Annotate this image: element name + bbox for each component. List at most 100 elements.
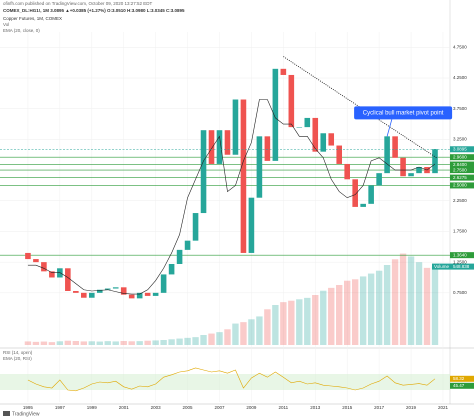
candle-body: [216, 130, 223, 164]
candle-body: [144, 292, 151, 296]
level-tag: [450, 154, 474, 161]
candle-body: [112, 287, 119, 289]
candle-body: [344, 163, 350, 180]
candle-body: [200, 130, 207, 214]
volume-bar: [423, 267, 431, 345]
footer: TradingView: [12, 411, 40, 417]
x-tick-label: 2017: [374, 405, 385, 410]
candle-body: [81, 292, 87, 298]
volume-bar: [56, 341, 64, 345]
volume-bar: [383, 265, 391, 345]
volume-bar: [32, 341, 40, 345]
candle-body: [240, 99, 247, 253]
candle-body: [352, 179, 358, 207]
last-price-tag: [450, 146, 474, 153]
x-tick-label: 2007: [214, 405, 225, 410]
volume-bar: [24, 341, 32, 345]
candle-body: [296, 127, 303, 128]
candle-body: [176, 249, 183, 264]
rsi-tag: [450, 375, 474, 382]
candle-body: [368, 185, 374, 204]
candle-body: [400, 157, 406, 177]
volume-bar: [48, 342, 56, 345]
rsi-line: [27, 367, 436, 392]
rsi-ema-label: EMA (20, RSI): [3, 356, 32, 361]
candle-body: [184, 240, 191, 250]
candle-body: [88, 292, 95, 298]
candle-body: [264, 136, 271, 161]
volume-bar: [104, 341, 111, 345]
volume-tag: [432, 263, 474, 270]
annotation-text: Cyclical bull market pivot point: [363, 110, 444, 116]
volume-bar: [264, 309, 271, 345]
volume-bar: [288, 300, 295, 345]
candle-body: [160, 274, 167, 293]
x-tick-label: 1995: [23, 405, 34, 410]
candle-body: [224, 130, 231, 155]
y-tick-label: 4.2500: [453, 75, 467, 80]
candle-body: [232, 99, 239, 155]
x-tick-label: 2021: [438, 405, 449, 410]
volume-bar: [320, 290, 327, 345]
volume-bar: [272, 305, 279, 345]
candle-body: [73, 290, 79, 293]
x-tick-label: 2019: [406, 405, 417, 410]
volume-bar: [160, 340, 167, 345]
volume-bar: [407, 256, 415, 345]
volume-bar: [120, 341, 127, 345]
volume-bar: [367, 273, 375, 345]
volume-label: Volume: [434, 264, 450, 269]
volume-bar: [256, 316, 263, 345]
volume-bar: [216, 332, 223, 345]
candle-body: [25, 252, 31, 260]
volume-bar: [144, 340, 151, 345]
volume-bar: [240, 322, 247, 345]
candle-body: [120, 287, 127, 295]
level-tag: [450, 182, 474, 189]
volume-bar: [208, 333, 215, 345]
vol-label: Vol: [3, 22, 9, 27]
volume-bar: [359, 276, 367, 345]
rsi-band: [0, 374, 450, 390]
y-tick-label: 3.2500: [453, 137, 467, 142]
candle-body: [408, 173, 414, 177]
volume-bar: [248, 319, 255, 345]
level-label: 2.7500: [453, 167, 467, 172]
y-tick-label: 2.2500: [453, 198, 467, 203]
candle-body: [304, 117, 311, 128]
candle-body: [376, 173, 382, 186]
x-tick-label: 2001: [119, 405, 130, 410]
volume-bar: [351, 279, 359, 345]
volume-bar: [399, 253, 407, 345]
candle-body: [104, 288, 111, 290]
rsi-label: RSI (14, open): [3, 350, 33, 355]
level-tag: [450, 252, 474, 259]
chart-title: Copper Futures, 1M, COMEX: [3, 16, 62, 21]
x-tick-label: 2009: [246, 405, 257, 410]
level-label: 1.3640: [453, 252, 467, 257]
level-tag: [450, 161, 474, 168]
candle-body: [320, 133, 327, 152]
annotation-box: [354, 106, 453, 120]
volume-bar: [192, 337, 199, 345]
x-tick-label: 2003: [151, 405, 162, 410]
candle-body: [256, 136, 263, 198]
candle-body: [360, 203, 366, 207]
rsi-ema-value-label: 45.47: [453, 383, 465, 388]
last-price-label: 3.0895: [453, 146, 467, 151]
volume-bar: [296, 299, 303, 345]
level-tag: [450, 167, 474, 174]
volume-bar: [168, 339, 175, 345]
candle-body: [65, 268, 71, 291]
volume-bar: [280, 302, 287, 345]
volume-value-label: 548.838: [453, 264, 470, 269]
volume-bar: [304, 297, 311, 345]
volume-bar: [96, 341, 103, 345]
candle-body: [96, 289, 103, 293]
footer-logo: [3, 411, 10, 416]
candle-body: [41, 262, 47, 272]
candle-body: [192, 213, 199, 241]
ema-line: [27, 99, 436, 295]
x-tick-label: 1997: [55, 405, 66, 410]
candle-body: [272, 68, 279, 161]
